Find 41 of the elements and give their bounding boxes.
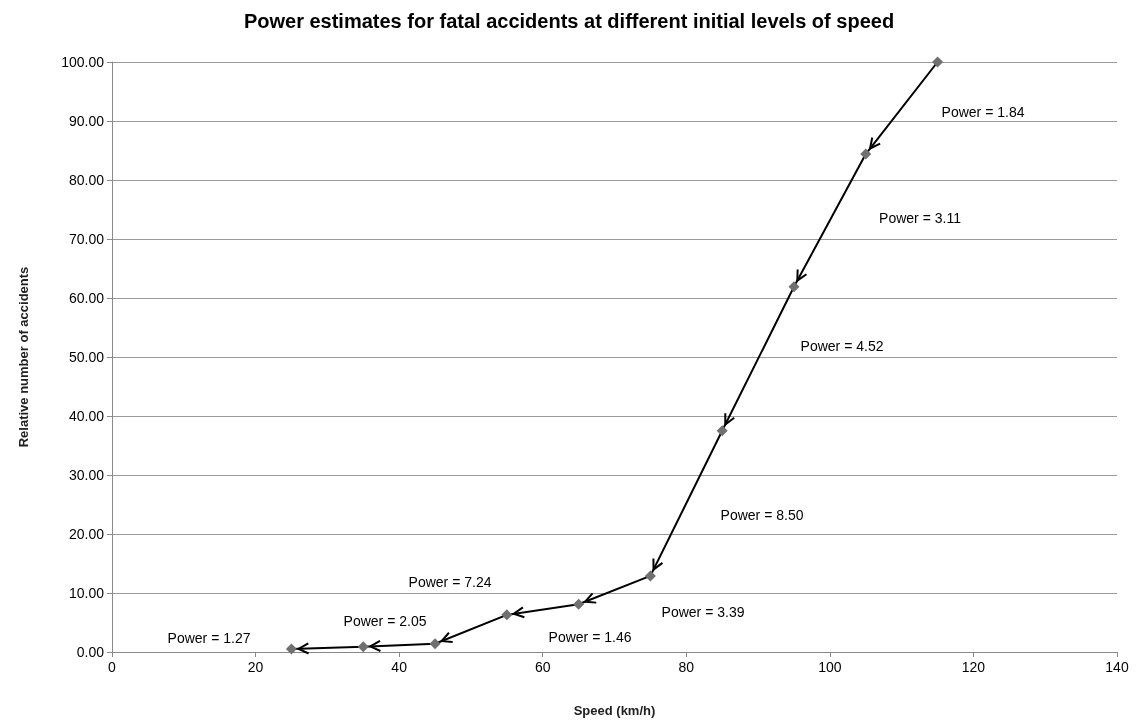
y-tick-label: 30.00 [68,467,105,483]
annotation: Power = 4.52 [800,338,884,354]
point [357,641,369,653]
x-tick-label: 60 [534,659,551,675]
y-tick-label: 60.00 [68,290,105,306]
x-tick-label: 120 [961,659,986,675]
x-tick-label: 80 [678,659,695,675]
y-tick-label: 50.00 [68,349,105,365]
x-tick-label: 100 [818,659,842,675]
annotation: Power = 3.39 [661,604,745,620]
y-tick-label: 70.00 [68,231,105,247]
y-tick-label: 80.00 [68,172,105,188]
point [860,148,872,160]
annotation: Power = 1.84 [941,104,1025,120]
y-axis-title: Relative number of accidents [16,266,31,448]
chart-title: Power estimates for fatal accidents at different initial levels of speed [243,10,895,32]
point [501,609,513,621]
point [429,638,441,650]
y-tick-label: 0.00 [76,644,105,660]
annotation: Power = 1.46 [548,629,632,645]
x-tick-label: 40 [391,659,408,675]
point [573,598,585,610]
x-tick-label: 20 [247,659,264,675]
annotation: Power = 8.50 [720,507,804,523]
point [716,425,728,437]
annotation: Power = 7.24 [408,574,492,590]
point [788,281,800,293]
y-tick-label: 40.00 [68,408,105,424]
point [644,570,656,582]
x-tick-label: 140 [1105,659,1129,675]
point [285,643,297,655]
annotation: Power = 3.11 [879,210,962,226]
point [932,56,944,68]
y-tick-label: 10.00 [68,585,105,601]
annotation: Power = 2.05 [343,613,427,629]
y-tick-label: 100.00 [61,54,105,70]
annotation: Power = 1.27 [167,630,251,646]
y-tick-label: 90.00 [68,113,105,129]
x-axis-title: Speed (km/h) [573,703,656,718]
y-tick-label: 20.00 [68,526,105,542]
x-tick-label: 0 [108,659,117,675]
